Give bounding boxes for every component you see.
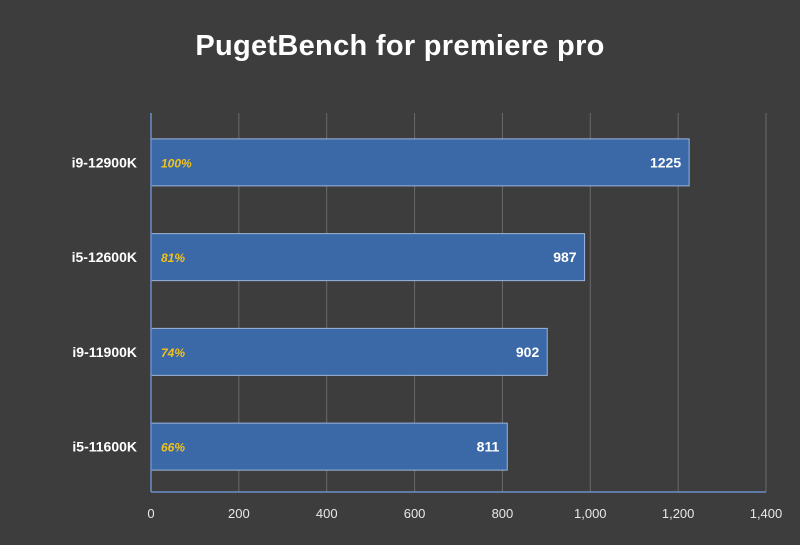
percent-label: 100% — [161, 156, 192, 170]
category-label: i9-11900K — [72, 344, 137, 360]
x-tick-label: 200 — [228, 506, 250, 521]
x-tick-label: 0 — [147, 506, 154, 521]
category-label: i5-11600K — [72, 439, 137, 455]
value-label: 987 — [553, 249, 577, 265]
bar — [150, 233, 586, 282]
bar — [150, 138, 690, 187]
x-tick-label: 1,400 — [750, 506, 783, 521]
x-tick-label: 800 — [492, 506, 514, 521]
category-label: i5-12600K — [72, 249, 137, 265]
percent-label: 81% — [161, 251, 185, 265]
x-tick-label: 600 — [404, 506, 426, 521]
percent-label: 74% — [161, 346, 185, 360]
x-tick-label: 1,000 — [574, 506, 607, 521]
chart-title: PugetBench for premiere pro — [195, 30, 605, 62]
value-label: 902 — [516, 344, 540, 360]
percent-label: 66% — [161, 441, 185, 455]
value-label: 1225 — [650, 154, 681, 170]
bar — [150, 327, 548, 376]
x-tick-label: 1,200 — [662, 506, 695, 521]
category-label: i9-12900K — [72, 154, 137, 170]
value-label: 811 — [477, 439, 500, 455]
bar — [150, 422, 508, 471]
x-tick-label: 400 — [316, 506, 338, 521]
